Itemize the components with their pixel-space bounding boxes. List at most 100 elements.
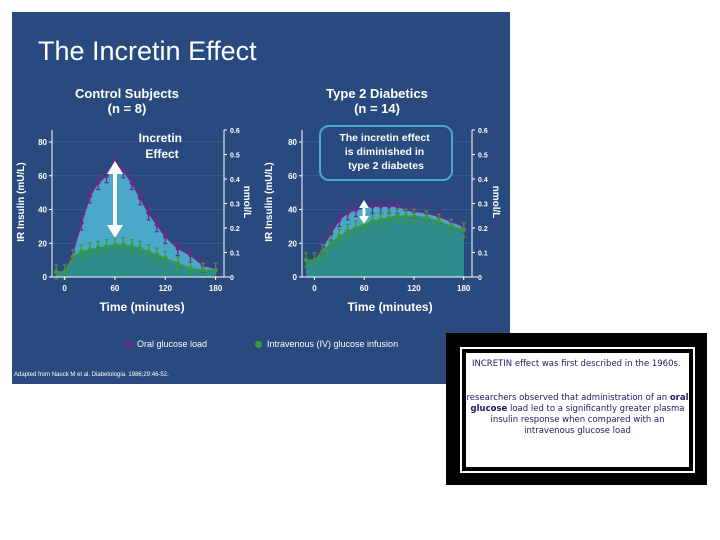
- chart-diabetic-iv-point: [303, 252, 309, 268]
- chart-diabetic-annotation-line1: The incretin effect: [339, 132, 430, 144]
- chart-diabetic-iv-point: [448, 218, 454, 234]
- chart-diabetic-y-ticks: 0 20 40 60 80: [288, 138, 302, 282]
- chart-control-oral-point: [146, 205, 151, 221]
- chart-diabetic-y2label: nmol/L: [490, 186, 501, 219]
- chart-diabetic-oral-point: [337, 212, 342, 228]
- chart-diabetic-oral-point: [345, 205, 350, 221]
- chart-control-annotation-line1: Incretin: [139, 131, 182, 145]
- chart-diabetic-annotation: The incretin effect is diminished in typ…: [339, 132, 432, 172]
- chart-control-iv-point: [175, 255, 181, 272]
- chart-diabetic-iv-point: [411, 208, 417, 224]
- chart-control-y-tick-label: 0: [43, 273, 48, 282]
- chart-diabetic-y2-tick-label: 0.3: [478, 202, 488, 209]
- chart-diabetic-y2-tick-label: 0.5: [478, 153, 488, 160]
- chart-diabetic-annotation-line2: is diminished in: [345, 146, 424, 158]
- chart-control-x-tick-label: 60: [110, 284, 119, 293]
- chart-control-iv-point: [104, 239, 109, 255]
- chart-control-oral-point: [95, 174, 101, 191]
- chart-diabetic-iv-point: [378, 212, 384, 228]
- chart-control-iv-points: [53, 237, 218, 280]
- chart-diabetic-x-tick-label: 180: [457, 284, 471, 293]
- chart-control-x-ticks: 0 60 120 180: [62, 277, 223, 293]
- chart-control-iv-point: [154, 247, 160, 263]
- chart-control-iv-point: [162, 250, 168, 267]
- chart-diabetic-iv-point: [424, 210, 429, 226]
- legend-iv-label: Intravenous (IV) glucose infusion: [267, 339, 399, 349]
- chart-diabetic-incretin-arrow: [359, 200, 369, 224]
- chart-diabetic-xlabel: Time (minutes): [347, 300, 432, 314]
- chart-control-annotation: Incretin Effect: [139, 131, 186, 161]
- chart-control-y2-ticks: 0 0.1 0.2 0.3 0.4 0.5 0.6: [224, 128, 240, 282]
- chart-control-y2-tick-label: 0.5: [230, 153, 240, 160]
- chart-control-oral-point: [129, 174, 135, 191]
- chart-diabetic-y2-ticks: 0 0.1 0.2 0.3 0.4 0.5 0.6: [472, 128, 488, 282]
- chart-control-y2label: nmol/L: [241, 186, 252, 219]
- legend-iv: Intravenous (IV) glucose infusion: [255, 339, 398, 349]
- chart-diabetic-oral-point: [353, 201, 359, 218]
- panel-title-control-n: (n = 8): [107, 101, 147, 116]
- note-p2-post: load led to a significantly greater plas…: [490, 404, 685, 436]
- chart-control-iv-point: [121, 237, 126, 253]
- chart-control-xlabel: Time (minutes): [99, 300, 184, 314]
- chart-diabetic-annotation-line3: type 2 diabetes: [348, 160, 424, 172]
- legend-oral-label: Oral glucose load: [137, 339, 208, 349]
- note-box: INCRETIN effect was first described in t…: [446, 333, 707, 485]
- chart-diabetic-x-tick-label: 60: [360, 284, 369, 293]
- chart-control-oral-point: [87, 188, 93, 204]
- note-paragraph-2: researchers observed that administration…: [466, 393, 689, 437]
- panel-title-control-main: Control Subjects: [74, 86, 179, 101]
- chart-control-y-ticks: 0 20 40 60 80: [38, 138, 52, 282]
- citation: Adapted from Nauck M et al. Diabetologia…: [14, 372, 169, 378]
- chart-control-iv-point: [95, 240, 101, 256]
- chart-diabetic-ylabel: IR Insulin (mU/L): [264, 162, 275, 241]
- chart-diabetic-iv-point: [345, 223, 350, 240]
- chart-control-iv-point: [112, 237, 118, 253]
- chart-diabetic-iv-points: [303, 208, 467, 268]
- chart-control-iv-point: [146, 244, 151, 260]
- chart-control-y2-tick-label: 0.3: [230, 202, 240, 209]
- chart-control-x-tick-label: 0: [62, 284, 67, 293]
- chart-diabetic-x-ticks: 0 60 120 180: [312, 277, 471, 293]
- chart-control-iv-area: [56, 244, 216, 277]
- chart-control-y2-tick-label: 0.1: [230, 251, 240, 258]
- note-card: INCRETIN effect was first described in t…: [466, 353, 689, 467]
- chart-diabetic-iv-point: [353, 220, 359, 236]
- chart-control-incretin-arrow: [107, 161, 123, 238]
- chart-control-y-tick-label: 20: [38, 239, 47, 248]
- note-p2-pre: researchers observed that administration…: [466, 393, 670, 403]
- chart-control-oral-line: [56, 161, 216, 273]
- chart-diabetic-y-tick-label: 60: [288, 172, 297, 181]
- chart-control-iv-point: [79, 244, 84, 260]
- chart-diabetic-oral-point: [370, 198, 375, 214]
- legend-oral-swatch: [125, 341, 132, 349]
- chart-control-y-tick-label: 80: [38, 138, 47, 147]
- chart-diabetic-iv-point: [328, 235, 334, 251]
- chart-diabetic-iv-point: [395, 208, 400, 224]
- chart-diabetic-y-tick-label: 40: [288, 206, 297, 215]
- chart-control-y2-tick-label: 0.6: [230, 128, 240, 135]
- chart-control-iv-point: [137, 240, 143, 256]
- slide-title: The Incretin Effect: [38, 36, 257, 66]
- chart-control-iv-point: [87, 242, 93, 258]
- chart-diabetic-iv-point: [370, 213, 375, 229]
- chart-control-oral-point: [104, 168, 109, 184]
- chart-diabetic-y-tick-label: 20: [288, 239, 297, 248]
- chart-diabetic-y2-tick-label: 0.2: [478, 226, 488, 233]
- chart-diabetic-iv-point: [386, 210, 392, 226]
- chart-control-y2-tick-label: 0.2: [230, 226, 240, 233]
- chart-control-oral-point: [137, 190, 143, 206]
- chart-control-iv-point: [129, 239, 135, 255]
- slide: The Incretin Effect Control Subjects (n …: [12, 12, 510, 384]
- panel-title-control: Control Subjects (n = 8): [57, 86, 197, 116]
- note-frame: INCRETIN effect was first described in t…: [460, 347, 695, 473]
- chart-control-oral-point: [154, 217, 160, 233]
- chart-diabetic-annotation-box: [319, 125, 453, 181]
- chart-control-oral-point: [162, 228, 168, 245]
- chart-control-annotation-line2: Effect: [145, 147, 178, 161]
- chart-control-y2-tick-label: 0: [230, 275, 234, 282]
- chart-diabetic-y2-tick-label: 0.4: [478, 177, 488, 184]
- chart-control-oral-point: [175, 240, 181, 256]
- panel-title-diabetic: Type 2 Diabetics (n = 14): [307, 86, 447, 116]
